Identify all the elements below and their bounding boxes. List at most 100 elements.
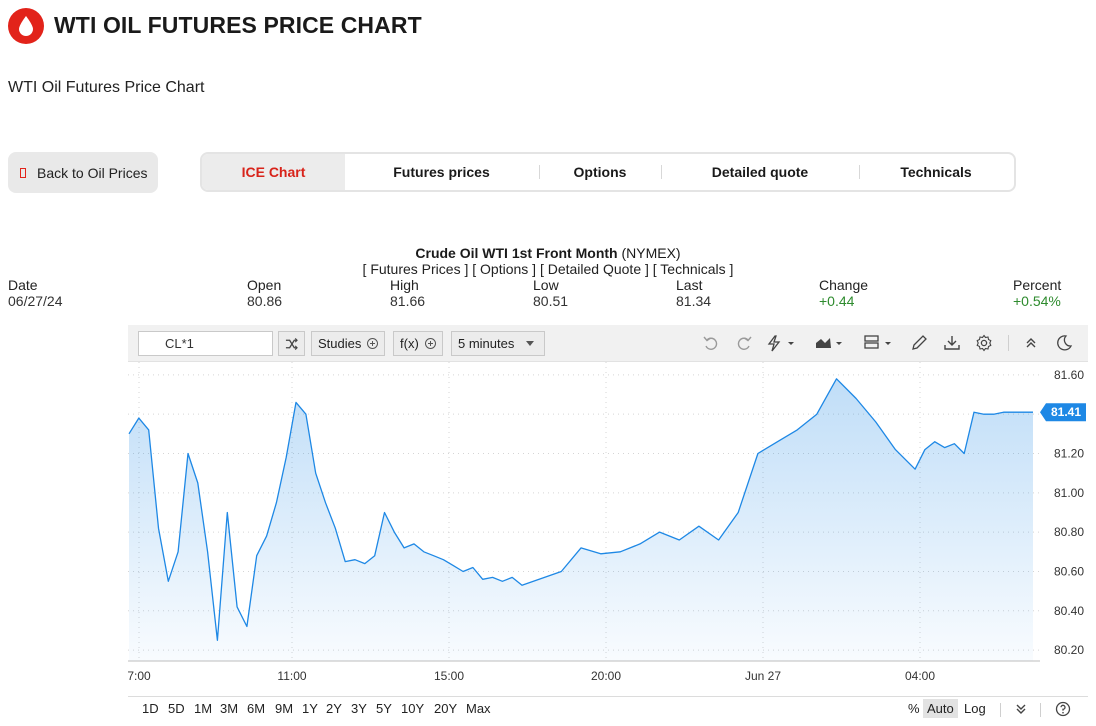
lightning-icon[interactable]: [766, 333, 800, 353]
range-3y[interactable]: 3Y: [351, 701, 367, 716]
auto-scale-toggle[interactable]: Auto: [923, 699, 958, 718]
studies-label: Studies: [318, 336, 362, 351]
stat-value: 81.34: [676, 293, 712, 309]
toolbar-divider: [1008, 335, 1009, 351]
stat-label: Percent: [1013, 277, 1062, 293]
stat-label: Open: [247, 277, 282, 293]
stat-percent: Percent +0.54%: [1013, 277, 1061, 309]
dark-mode-icon[interactable]: [1055, 333, 1073, 353]
pencil-icon[interactable]: [910, 333, 928, 353]
help-icon[interactable]: [1055, 701, 1071, 717]
tab-options[interactable]: Options: [573, 164, 627, 180]
page-subtitle: WTI Oil Futures Price Chart: [8, 79, 205, 96]
last-price-tag-shape: [1040, 403, 1086, 422]
oil-drop-icon: [19, 16, 33, 36]
collapse-icon[interactable]: [1024, 333, 1038, 353]
range-20y[interactable]: 20Y: [434, 701, 458, 716]
tab-divider: [859, 165, 860, 179]
shuffle-icon: [285, 337, 298, 350]
stat-date: Date 06/27/24: [8, 277, 63, 309]
tab-technicals[interactable]: Technicals: [900, 164, 972, 180]
stat-label: Date: [8, 277, 38, 293]
range-9m[interactable]: 9M: [275, 701, 294, 716]
instrument-links[interactable]: [ Futures Prices ] [ Options ] [ Detaile…: [362, 261, 734, 277]
chevron-down-icon: [526, 341, 535, 346]
tab-ice-chart[interactable]: ICE Chart: [202, 154, 345, 190]
stat-open: Open 80.86: [247, 277, 282, 309]
interval-label: 5 minutes: [458, 336, 515, 351]
chart-widget: Studies f(x) 5 minutes: [128, 325, 1088, 718]
range-1d[interactable]: 1D: [142, 701, 159, 716]
undo-icon[interactable]: [702, 333, 720, 353]
fx-button[interactable]: f(x): [393, 331, 443, 356]
last-price-tag: 81.41: [1040, 403, 1086, 422]
stat-value: 81.66: [390, 293, 426, 309]
log-scale-toggle[interactable]: Log: [964, 701, 986, 716]
interval-select[interactable]: 5 minutes: [451, 331, 545, 356]
price-area: [129, 378, 1033, 661]
range-3m[interactable]: 3M: [220, 701, 239, 716]
tab-futures-prices[interactable]: Futures prices: [393, 164, 490, 180]
range-6m[interactable]: 6M: [247, 701, 266, 716]
tab-detailed-quote[interactable]: Detailed quote: [711, 164, 809, 180]
tab-divider: [661, 165, 662, 179]
stat-value: +0.54%: [1013, 293, 1061, 309]
y-tick-label: 81.00: [1054, 486, 1084, 500]
price-chart[interactable]: 81.6081.4081.2081.0080.8080.6080.4080.20…: [128, 362, 1088, 696]
range-1y[interactable]: 1Y: [302, 701, 318, 716]
x-tick-label: 04:00: [905, 669, 935, 683]
x-axis: 7:00 11:00 15:00 20:00 Jun 27 04:00: [128, 669, 935, 683]
stat-label: Change: [819, 277, 869, 293]
stat-value: 06/27/24: [8, 293, 63, 309]
plus-icon: [367, 338, 379, 349]
x-tick-label: Jun 27: [745, 669, 781, 683]
stat-high: High 81.66: [390, 277, 425, 309]
expand-icon[interactable]: [1014, 702, 1028, 716]
brand-logo: [8, 8, 44, 44]
range-10y[interactable]: 10Y: [401, 701, 425, 716]
range-5y[interactable]: 5Y: [376, 701, 392, 716]
x-tick-label: 15:00: [434, 669, 464, 683]
symbol-input[interactable]: [138, 331, 273, 356]
chart-toolbar: Studies f(x) 5 minutes: [128, 325, 1088, 362]
stat-value: 80.51: [533, 293, 569, 309]
stat-label: High: [390, 277, 419, 293]
last-price-label: 81.41: [1051, 405, 1081, 419]
y-tick-label: 80.60: [1054, 564, 1084, 578]
download-icon[interactable]: [943, 333, 961, 353]
y-tick-label: 80.40: [1054, 604, 1084, 618]
x-tick-label: 11:00: [277, 669, 306, 683]
redo-icon[interactable]: [735, 333, 753, 353]
range-divider: [1040, 703, 1041, 717]
instrument-name: Crude Oil WTI 1st Front Month: [415, 245, 618, 261]
range-5d[interactable]: 5D: [168, 701, 185, 716]
back-button-label: Back to Oil Prices: [37, 164, 148, 181]
range-1m[interactable]: 1M: [194, 701, 213, 716]
y-tick-label: 81.20: [1054, 447, 1084, 461]
layout-icon[interactable]: [863, 333, 897, 353]
y-tick-label: 80.80: [1054, 525, 1084, 539]
range-divider: [1000, 703, 1001, 717]
gear-icon[interactable]: [975, 333, 993, 353]
range-max[interactable]: Max: [466, 701, 491, 716]
back-to-oil-prices-button[interactable]: Back to Oil Prices: [8, 152, 158, 193]
page-title: WTI OIL FUTURES PRICE CHART: [54, 12, 422, 38]
stat-label: Low: [533, 277, 559, 293]
instrument-exchange: (NYMEX): [621, 245, 681, 261]
percent-toggle[interactable]: %: [908, 701, 920, 716]
compare-button[interactable]: [278, 331, 305, 356]
stat-value: 80.86: [247, 293, 283, 309]
range-bar: 1D 5D 1M 3M 6M 9M 1Y 2Y 3Y 5Y 10Y 20Y Max % Auto Log: [128, 696, 1088, 718]
chart-type-icon[interactable]: [814, 333, 848, 353]
back-icon: [20, 167, 26, 178]
fx-label: f(x): [400, 336, 419, 351]
y-tick-label: 81.60: [1054, 368, 1084, 382]
instrument-heading: Crude Oil WTI 1st Front Month (NYMEX): [0, 245, 1096, 261]
stat-change: Change +0.44: [819, 277, 868, 309]
stat-low: Low 80.51: [533, 277, 568, 309]
y-tick-label: 80.20: [1054, 643, 1084, 657]
price-line: [128, 378, 1033, 641]
range-2y[interactable]: 2Y: [326, 701, 342, 716]
studies-button[interactable]: Studies: [311, 331, 386, 356]
stat-value: +0.44: [819, 293, 855, 309]
